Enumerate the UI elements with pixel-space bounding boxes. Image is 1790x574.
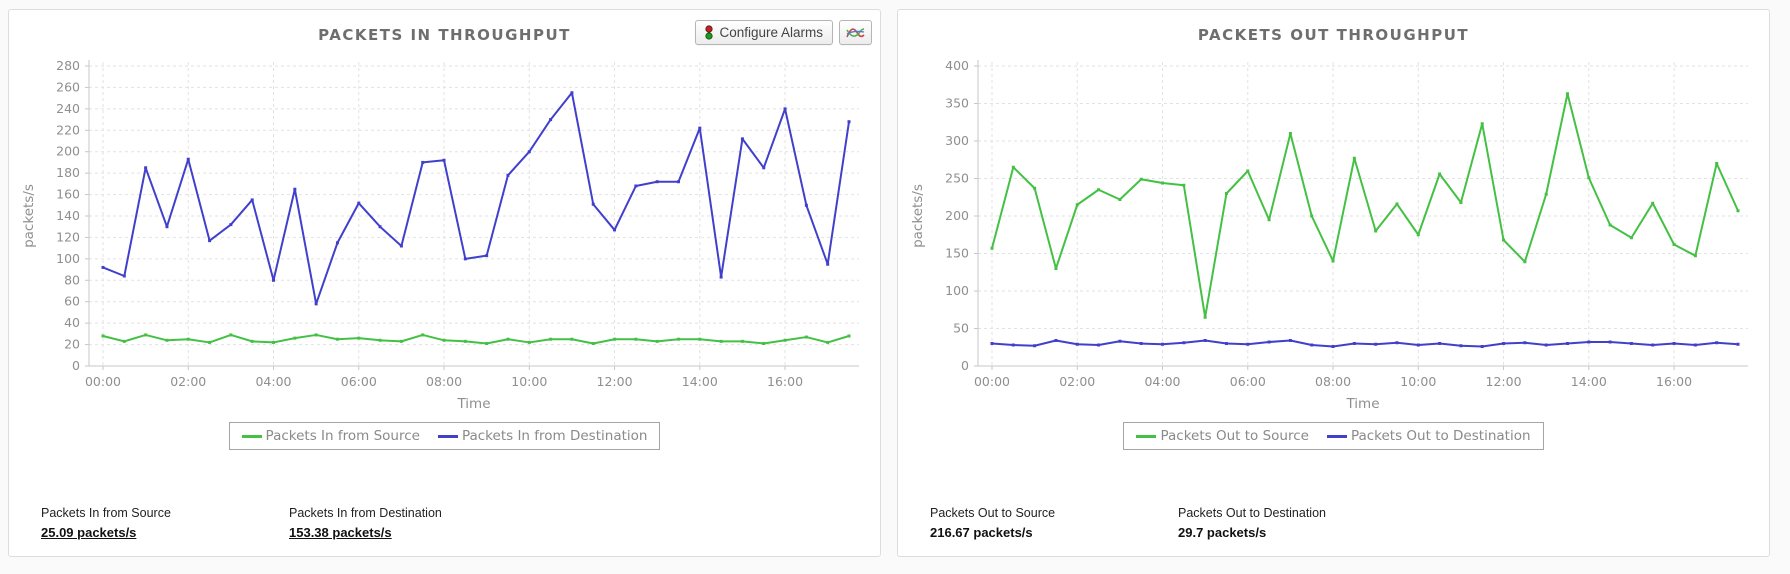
svg-text:02:00: 02:00 bbox=[170, 374, 206, 389]
svg-text:08:00: 08:00 bbox=[426, 374, 462, 389]
svg-text:02:00: 02:00 bbox=[1059, 374, 1095, 389]
svg-text:0: 0 bbox=[961, 358, 969, 373]
svg-text:50: 50 bbox=[953, 321, 969, 336]
stat-value: 216.67 packets/s bbox=[930, 525, 1033, 540]
svg-text:200: 200 bbox=[945, 208, 969, 223]
legend-swatch bbox=[241, 434, 262, 438]
chart-view-button[interactable] bbox=[839, 20, 872, 45]
svg-text:10:00: 10:00 bbox=[511, 374, 547, 389]
stat-value-link[interactable]: 153.38 packets/s bbox=[289, 525, 392, 540]
svg-text:06:00: 06:00 bbox=[1229, 374, 1265, 389]
svg-text:12:00: 12:00 bbox=[1485, 374, 1521, 389]
svg-text:280: 280 bbox=[56, 58, 80, 73]
svg-text:350: 350 bbox=[945, 96, 969, 111]
svg-text:08:00: 08:00 bbox=[1315, 374, 1351, 389]
svg-text:00:00: 00:00 bbox=[84, 374, 120, 389]
svg-text:140: 140 bbox=[56, 208, 80, 223]
svg-text:10:00: 10:00 bbox=[1400, 374, 1436, 389]
stat-packets-in-destination: Packets In from Destination 153.38 packe… bbox=[289, 506, 537, 540]
stat-label: Packets In from Source bbox=[41, 506, 171, 520]
svg-text:00:00: 00:00 bbox=[973, 374, 1009, 389]
svg-text:12:00: 12:00 bbox=[596, 374, 632, 389]
packets-in-panel: Configure Alarms PACKETS IN THROUGHPUT 0… bbox=[8, 9, 881, 557]
svg-text:260: 260 bbox=[56, 79, 80, 94]
svg-text:packets/s: packets/s bbox=[21, 184, 37, 248]
packets-out-panel: PACKETS OUT THROUGHPUT 0 50 100 150 200 250 30… bbox=[897, 9, 1770, 557]
svg-text:0: 0 bbox=[72, 358, 80, 373]
packets-out-chart-canvas[interactable]: 0 50 100 150 200 250 300 350 400 00:00 02:00 04:00 0… bbox=[906, 48, 1762, 420]
legend-swatch bbox=[1326, 434, 1347, 438]
configure-alarms-button[interactable]: Configure Alarms bbox=[695, 20, 833, 45]
svg-text:120: 120 bbox=[56, 229, 80, 244]
configure-alarms-label: Configure Alarms bbox=[719, 25, 823, 40]
legend-item-packets-out-source[interactable]: Packets Out to Source bbox=[1136, 428, 1309, 444]
traffic-light-icon bbox=[705, 25, 714, 40]
legend-item-packets-out-destination[interactable]: Packets Out to Destination bbox=[1326, 428, 1531, 444]
svg-text:16:00: 16:00 bbox=[767, 374, 803, 389]
chart-title-packets-in: PACKETS IN THROUGHPUT bbox=[318, 26, 571, 44]
legend-item-packets-in-source[interactable]: Packets In from Source bbox=[241, 428, 420, 444]
legend-item-packets-in-destination[interactable]: Packets In from Destination bbox=[437, 428, 648, 444]
svg-text:14:00: 14:00 bbox=[681, 374, 717, 389]
svg-text:100: 100 bbox=[945, 283, 969, 298]
packets-out-stats: Packets Out to Source 216.67 packets/s P… bbox=[930, 506, 1426, 540]
stat-packets-in-source: Packets In from Source 25.09 packets/s bbox=[41, 506, 289, 540]
svg-text:180: 180 bbox=[56, 165, 80, 180]
svg-text:200: 200 bbox=[56, 144, 80, 159]
svg-text:400: 400 bbox=[945, 58, 969, 73]
packets-out-legend: Packets Out to Source Packets Out to Des… bbox=[1123, 422, 1544, 450]
legend-label: Packets In from Source bbox=[265, 428, 420, 444]
packets-in-legend: Packets In from Source Packets In from D… bbox=[228, 422, 661, 450]
stat-value-link[interactable]: 25.09 packets/s bbox=[41, 525, 137, 540]
svg-text:Time: Time bbox=[456, 396, 490, 412]
svg-text:14:00: 14:00 bbox=[1570, 374, 1606, 389]
line-chart-icon bbox=[846, 26, 865, 39]
legend-label: Packets Out to Source bbox=[1160, 428, 1309, 444]
svg-text:packets/s: packets/s bbox=[910, 184, 926, 248]
svg-text:40: 40 bbox=[64, 315, 80, 330]
svg-text:160: 160 bbox=[56, 187, 80, 202]
svg-text:16:00: 16:00 bbox=[1656, 374, 1692, 389]
svg-text:04:00: 04:00 bbox=[1144, 374, 1180, 389]
legend-swatch bbox=[437, 434, 458, 438]
legend-swatch bbox=[1136, 434, 1157, 438]
svg-text:220: 220 bbox=[56, 122, 80, 137]
svg-text:80: 80 bbox=[64, 272, 80, 287]
stat-label: Packets In from Destination bbox=[289, 506, 442, 520]
chart-title-packets-out: PACKETS OUT THROUGHPUT bbox=[1197, 26, 1470, 44]
packets-in-chart-canvas[interactable]: 0 20 40 60 80 100 120 140 160 180 200 220 240 260 280 0… bbox=[17, 48, 873, 420]
legend-label: Packets Out to Destination bbox=[1350, 428, 1531, 444]
svg-text:250: 250 bbox=[945, 171, 969, 186]
svg-text:60: 60 bbox=[64, 294, 80, 309]
stat-label: Packets Out to Source bbox=[930, 506, 1056, 520]
stat-value: 29.7 packets/s bbox=[1178, 525, 1267, 540]
svg-text:04:00: 04:00 bbox=[255, 374, 291, 389]
stat-label: Packets Out to Destination bbox=[1178, 506, 1326, 520]
svg-text:Time: Time bbox=[1345, 396, 1379, 412]
legend-label: Packets In from Destination bbox=[461, 428, 648, 444]
stat-packets-out-destination: Packets Out to Destination 29.7 packets/… bbox=[1178, 506, 1426, 540]
svg-text:300: 300 bbox=[945, 133, 969, 148]
svg-text:100: 100 bbox=[56, 251, 80, 266]
svg-text:240: 240 bbox=[56, 101, 80, 116]
panel-toolbar: Configure Alarms bbox=[695, 20, 872, 45]
packets-in-stats: Packets In from Source 25.09 packets/s P… bbox=[41, 506, 537, 540]
svg-text:06:00: 06:00 bbox=[340, 374, 376, 389]
stat-packets-out-source: Packets Out to Source 216.67 packets/s bbox=[930, 506, 1178, 540]
svg-text:150: 150 bbox=[945, 246, 969, 261]
svg-text:20: 20 bbox=[64, 337, 80, 352]
